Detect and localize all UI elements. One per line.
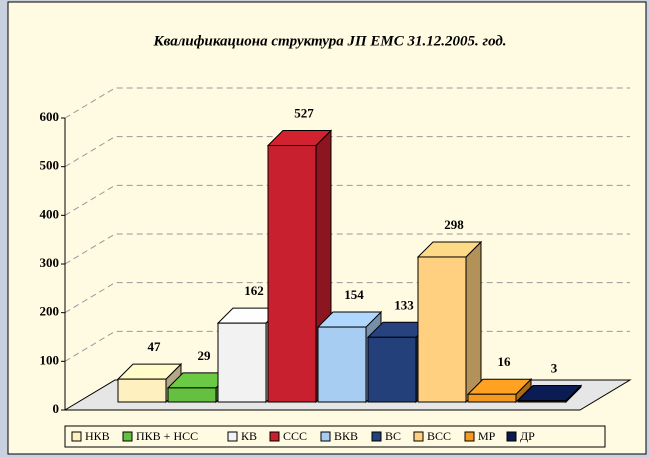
legend-label: ПКВ + НСС [136, 429, 198, 443]
bar [367, 336, 417, 403]
legend-label: ССС [283, 429, 307, 443]
bar [217, 322, 267, 403]
bar [117, 378, 167, 403]
y-tick-label: 0 [53, 401, 60, 416]
legend-label: КВ [241, 429, 257, 443]
legend-swatch [506, 431, 517, 442]
data-label: 47 [148, 339, 162, 354]
legend-swatch [269, 431, 280, 442]
legend-label: ВКВ [334, 429, 358, 443]
legend-swatch [413, 431, 424, 442]
legend-swatch [71, 431, 82, 442]
data-label: 16 [498, 354, 512, 369]
data-label: 527 [294, 106, 314, 121]
y-tick-label: 600 [40, 109, 60, 124]
y-tick-label: 300 [40, 255, 60, 270]
bar [317, 326, 367, 403]
data-label: 133 [394, 297, 414, 312]
data-label: 298 [444, 217, 464, 232]
bar [167, 387, 217, 403]
data-label: 154 [344, 287, 364, 302]
legend-swatch [464, 431, 475, 442]
grid-line [64, 233, 630, 265]
bar-side [465, 240, 482, 404]
legend-label: ВС [385, 429, 401, 443]
bar [517, 400, 567, 403]
legend-swatch [320, 431, 331, 442]
legend-swatch [227, 431, 238, 442]
legend-label: ВСС [427, 429, 451, 443]
grid-line [64, 184, 630, 216]
legend-swatch [371, 431, 382, 442]
legend-swatch [122, 431, 133, 442]
y-tick-label: 500 [40, 158, 60, 173]
bar [417, 256, 467, 403]
data-label: 3 [551, 361, 558, 376]
legend-label: НКВ [85, 429, 110, 443]
grid-line [64, 136, 630, 168]
bar [267, 145, 317, 403]
legend-label: МР [478, 429, 496, 443]
data-label: 29 [198, 348, 212, 363]
data-label: 162 [244, 283, 264, 298]
y-tick-label: 400 [40, 206, 60, 221]
bar [467, 393, 517, 403]
legend-label: ДР [520, 429, 535, 443]
grid-line [64, 87, 630, 119]
chart-title: Квалификациона структура ЈП ЕМС 31.12.20… [152, 33, 506, 49]
y-tick-label: 200 [40, 304, 60, 319]
y-tick-label: 100 [40, 352, 60, 367]
legend-box [64, 425, 606, 448]
